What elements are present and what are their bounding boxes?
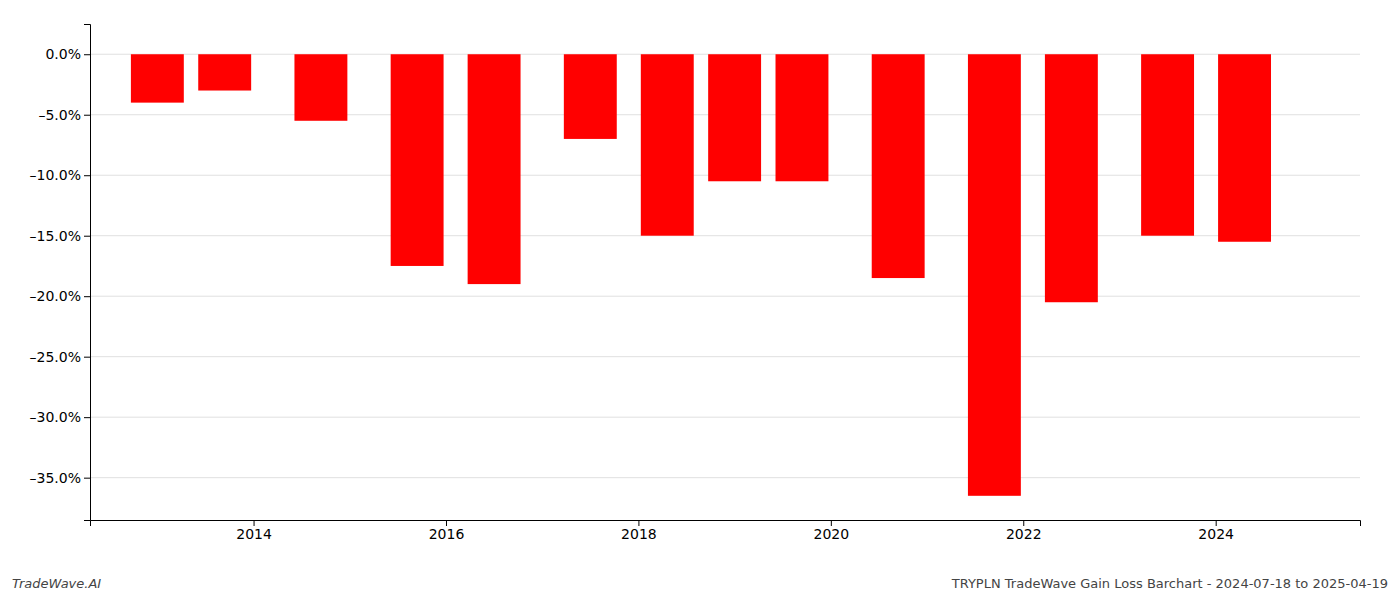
- x-tick: 2024: [1198, 520, 1234, 542]
- bar: [1141, 54, 1194, 235]
- x-tick: 2014: [236, 520, 272, 542]
- x-tick-label: 2020: [814, 526, 850, 542]
- axis-line: [91, 521, 1361, 527]
- footer-text: TradeWave.AI: [12, 576, 101, 591]
- y-tick-mark: [84, 54, 90, 55]
- y-tick-mark: [84, 175, 90, 176]
- x-tick-label: 2018: [621, 526, 657, 542]
- bar: [564, 54, 617, 139]
- y-tick-label: –15.0%: [30, 228, 81, 244]
- bar: [708, 54, 761, 181]
- y-tick-label: –10.0%: [30, 167, 81, 183]
- bar: [1045, 54, 1098, 302]
- y-tick-label: –20.0%: [30, 288, 81, 304]
- bar: [468, 54, 521, 284]
- y-tick-mark: [84, 236, 90, 237]
- bar: [198, 54, 251, 90]
- x-tick-label: 2016: [429, 526, 465, 542]
- y-tick-mark: [84, 357, 90, 358]
- grid-line: [90, 296, 1360, 297]
- x-tick-label: 2014: [236, 526, 272, 542]
- y-tick: –35.0%: [30, 470, 90, 486]
- bar: [641, 54, 694, 235]
- y-tick-label: –35.0%: [30, 470, 81, 486]
- grid-line: [90, 477, 1360, 478]
- y-tick-mark: [84, 296, 90, 297]
- grid-line: [90, 417, 1360, 418]
- bar: [872, 54, 925, 278]
- y-tick-mark: [84, 417, 90, 418]
- y-tick: –5.0%: [38, 107, 90, 123]
- x-tick-label: 2022: [1006, 526, 1042, 542]
- x-tick: 2020: [814, 520, 850, 542]
- x-tick: 2016: [429, 520, 465, 542]
- x-tick-label: 2024: [1198, 526, 1234, 542]
- x-tick: 2018: [621, 520, 657, 542]
- x-tick: 2022: [1006, 520, 1042, 542]
- y-tick: –10.0%: [30, 167, 90, 183]
- y-tick: –25.0%: [30, 349, 90, 365]
- bar: [776, 54, 829, 181]
- y-tick-mark: [84, 478, 90, 479]
- chart-svg: 2014 2016 2018 2020 2022 2024 0.0% –5.0% –10.0% –…: [0, 0, 1400, 600]
- grid: [90, 54, 1360, 477]
- y-tick: –15.0%: [30, 228, 90, 244]
- grid-line: [90, 356, 1360, 357]
- y-tick-label: –30.0%: [30, 409, 81, 425]
- y-tick: 0.0%: [45, 46, 90, 62]
- y-tick-label: –5.0%: [38, 107, 81, 123]
- y-axis: 0.0% –5.0% –10.0% –15.0% –20.0% –25.0% –30.0% –…: [30, 25, 91, 521]
- y-tick: –30.0%: [30, 409, 90, 425]
- y-tick: –20.0%: [30, 288, 90, 304]
- y-tick-mark: [84, 115, 90, 116]
- plot-area: 2014 2016 2018 2020 2022 2024 0.0% –5.0% –10.0% –…: [30, 25, 1361, 542]
- y-tick-label: 0.0%: [45, 46, 81, 62]
- bar: [391, 54, 444, 266]
- bar: [131, 54, 184, 102]
- bar: [294, 54, 347, 121]
- y-tick-label: –25.0%: [30, 349, 81, 365]
- bars: [131, 54, 1271, 496]
- bar: [968, 54, 1021, 496]
- bar: [1218, 54, 1271, 242]
- footer-text: TRYPLN TradeWave Gain Loss Barchart - 20…: [951, 576, 1388, 591]
- axis-line: [84, 25, 91, 521]
- x-axis: 2014 2016 2018 2020 2022 2024: [91, 520, 1361, 542]
